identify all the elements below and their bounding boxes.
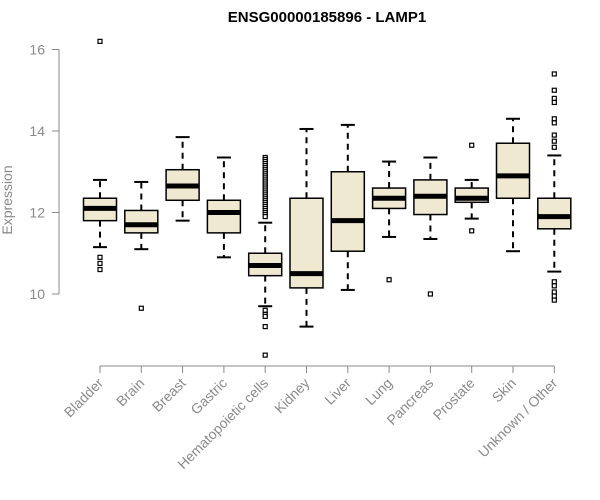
outlier-point	[551, 297, 557, 303]
outlier-point	[551, 132, 557, 138]
x-category-label: Skin	[489, 375, 520, 406]
chart-title: ENSG00000185896 - LAMP1	[228, 9, 426, 26]
outlier-point	[551, 87, 557, 93]
box-kidney	[289, 127, 324, 328]
box-liver	[330, 123, 366, 291]
outlier-point	[97, 254, 103, 260]
box-unknown-other	[537, 71, 572, 303]
y-tick-label: 10	[29, 286, 45, 302]
y-tick-label: 16	[29, 42, 45, 58]
x-category-label: Brain	[113, 375, 147, 409]
x-category-label: Prostate	[430, 375, 478, 423]
x-category-label: Bladder	[61, 375, 107, 421]
outlier-point	[551, 71, 557, 77]
outlier-point	[469, 142, 475, 148]
outlier-point	[551, 95, 557, 102]
iqr-box	[537, 197, 572, 230]
outlier-point	[551, 283, 557, 289]
outlier-point	[551, 99, 557, 106]
box-breast	[165, 136, 200, 222]
outlier-point	[262, 213, 268, 220]
box-pancreas	[413, 156, 448, 297]
box-brain	[124, 180, 159, 311]
box-skin	[495, 117, 531, 253]
outlier-point	[262, 307, 268, 313]
iqr-box	[206, 199, 242, 234]
x-category-label: Lung	[362, 375, 395, 408]
outlier-point	[262, 352, 268, 358]
box-bladder	[82, 38, 118, 273]
outlier-point	[262, 324, 268, 330]
y-tick-label: 12	[29, 205, 45, 221]
y-tick-label: 14	[29, 123, 45, 139]
y-axis: 10 12 14 16	[29, 42, 60, 302]
box-hematopoietic-cells	[247, 154, 283, 358]
box-prostate	[454, 142, 489, 234]
iqr-box	[495, 142, 531, 199]
outlier-point	[551, 289, 557, 295]
outlier-point	[469, 228, 475, 234]
outlier-point	[551, 293, 557, 299]
outlier-point	[262, 313, 268, 320]
iqr-box	[330, 171, 366, 252]
outlier-point	[551, 120, 557, 126]
outlier-point	[551, 144, 557, 150]
y-axis-label: Expression	[0, 165, 15, 234]
outlier-point	[97, 266, 103, 273]
outlier-point	[551, 279, 557, 285]
x-category-label: Kidney	[271, 375, 313, 417]
outlier-point	[551, 138, 557, 144]
outlier-point	[97, 260, 103, 267]
outlier-point	[138, 305, 144, 311]
box-lung	[371, 160, 407, 283]
x-category-label: Liver	[321, 375, 354, 408]
x-category-label: Breast	[149, 375, 189, 415]
outlier-point	[551, 116, 557, 122]
iqr-box	[124, 209, 159, 234]
outlier-point	[427, 291, 433, 297]
outlier-point	[97, 38, 103, 44]
outlier-point	[386, 277, 392, 283]
boxes-group	[82, 38, 572, 358]
box-gastric	[206, 156, 242, 259]
